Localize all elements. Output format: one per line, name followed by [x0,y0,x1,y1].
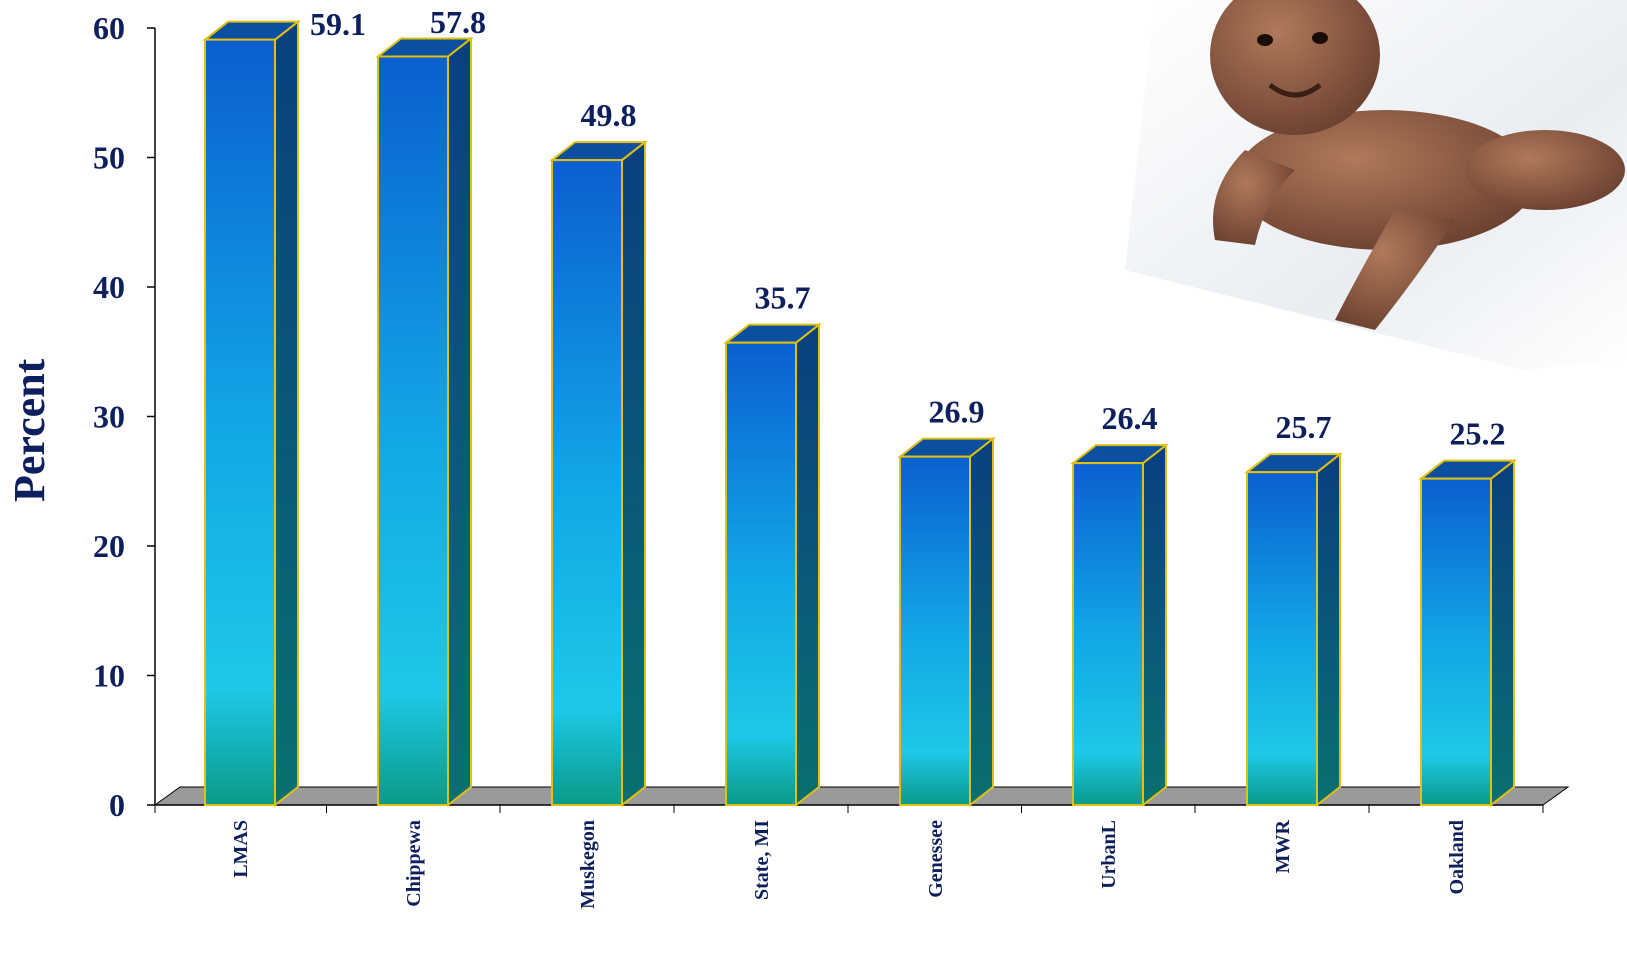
bar-side [274,19,299,808]
y-tick-label: 40 [93,269,125,305]
y-tick-label: 0 [109,787,125,823]
data-label: 59.1 [310,6,366,42]
x-tick-label: Muskegon [577,820,599,909]
x-tick-label: UrbanL [1098,820,1120,889]
bar-side [1490,458,1515,808]
bar-front [551,159,623,806]
data-label: 25.2 [1450,416,1506,452]
bar-side [1142,443,1167,808]
bar-mwr [1244,452,1343,808]
bar-front [1420,477,1492,806]
bar-side [969,436,994,808]
x-tick-label: Oakland [1446,820,1468,894]
data-label: 26.4 [1102,400,1158,436]
y-tick-label: 30 [93,399,125,435]
data-label: 35.7 [755,280,811,316]
bar-side [1316,452,1341,808]
x-tick-label: State, MI [751,820,773,900]
chart-floor [153,786,1570,806]
bar-front [377,55,449,807]
bar-side [795,322,820,808]
bar-oakland [1418,458,1517,808]
x-tick-label: Chippewa [403,820,425,907]
bar-state-mi [723,322,822,808]
x-tick-label: LMAS [230,820,252,878]
data-label: 49.8 [581,97,637,133]
y-tick-label: 10 [93,658,125,694]
x-tick-label: MWR [1272,819,1294,873]
bar-front [725,341,797,806]
y-tick-label: 50 [93,140,125,176]
bar-muskegon [549,140,648,808]
bar-genessee [897,436,996,808]
baby-photo-icon [1125,0,1627,370]
y-tick-label: 20 [93,528,125,564]
bar-front [899,455,971,806]
bar-lmas [202,19,301,808]
bar-front [1246,471,1318,806]
bar-front [1072,462,1144,806]
x-tick-label: Genessee [925,820,947,898]
data-label: 26.9 [929,394,985,430]
bar-side [621,140,646,808]
bar-side [447,36,472,808]
y-tick-label: 60 [93,10,125,46]
data-label: 57.8 [430,4,486,40]
bar-front [204,38,276,806]
bar-urbanl [1070,443,1169,808]
data-label: 25.7 [1276,409,1332,445]
bar-chippewa [375,36,474,808]
